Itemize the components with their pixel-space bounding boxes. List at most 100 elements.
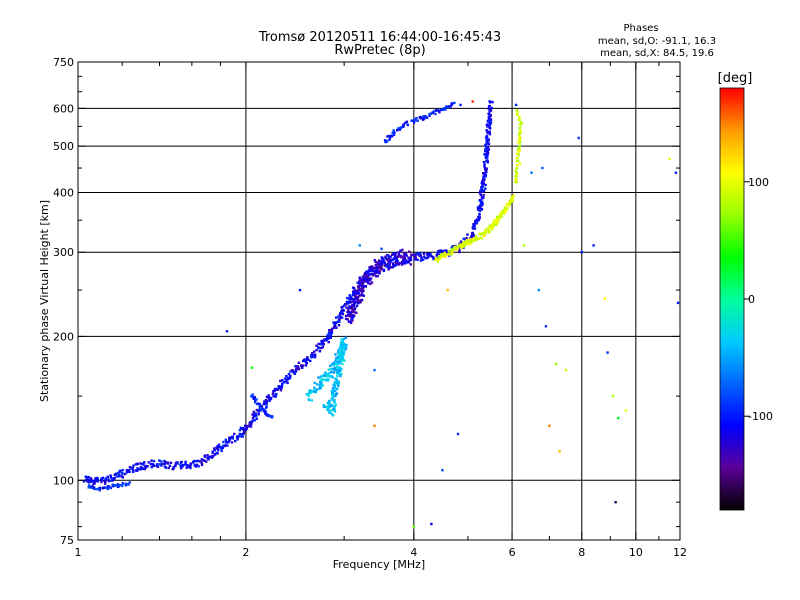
data-point xyxy=(106,485,109,488)
data-point xyxy=(280,385,283,388)
data-point xyxy=(473,222,477,225)
data-point xyxy=(404,259,407,262)
data-point xyxy=(374,271,377,275)
data-point xyxy=(350,297,354,301)
data-point xyxy=(297,361,301,364)
data-point xyxy=(470,238,474,241)
data-point xyxy=(483,163,486,166)
data-point xyxy=(487,138,490,141)
data-point xyxy=(413,258,416,261)
data-point xyxy=(496,217,499,220)
data-point xyxy=(329,335,332,339)
data-point xyxy=(331,368,334,371)
colorbar-tick-label: 0 xyxy=(748,293,755,306)
data-point xyxy=(230,441,234,444)
data-point xyxy=(334,389,337,392)
data-point xyxy=(278,386,282,389)
data-point xyxy=(341,343,344,346)
data-point xyxy=(273,389,276,392)
data-point xyxy=(485,129,488,132)
data-point xyxy=(242,428,245,431)
data-point xyxy=(503,206,506,209)
phases-o-stats: mean, sd,O: -91.1, 16.3 xyxy=(598,36,716,47)
data-point xyxy=(340,338,343,341)
data-point xyxy=(85,476,88,479)
data-point xyxy=(336,374,339,378)
x-tick-label: 12 xyxy=(673,546,687,559)
data-point xyxy=(315,388,319,391)
data-point xyxy=(120,475,123,478)
data-point xyxy=(492,222,495,225)
data-point xyxy=(222,440,225,444)
data-point xyxy=(223,444,226,448)
data-point xyxy=(499,212,502,216)
data-point xyxy=(462,245,466,248)
data-point xyxy=(471,100,474,103)
data-point xyxy=(488,113,491,116)
data-point xyxy=(251,419,254,423)
data-point xyxy=(351,286,355,289)
data-point xyxy=(371,269,375,273)
data-point xyxy=(447,250,451,253)
data-point xyxy=(263,408,266,412)
data-point xyxy=(314,390,318,393)
data-point xyxy=(337,356,340,359)
data-point xyxy=(361,293,364,297)
data-point xyxy=(516,113,519,116)
data-point xyxy=(251,395,254,399)
data-point xyxy=(313,350,316,353)
data-point xyxy=(359,294,362,297)
data-point xyxy=(328,332,332,335)
data-point xyxy=(343,304,346,307)
data-point xyxy=(294,365,297,368)
data-point xyxy=(174,461,178,465)
data-point xyxy=(379,266,383,269)
data-point xyxy=(96,488,99,491)
data-point xyxy=(486,159,489,162)
data-point xyxy=(512,195,515,198)
y-tick-label: 300 xyxy=(53,246,74,259)
data-point xyxy=(265,402,268,405)
data-point xyxy=(340,368,343,371)
data-point xyxy=(203,454,206,457)
data-point xyxy=(194,465,198,468)
data-point xyxy=(487,105,491,108)
data-point xyxy=(313,353,317,356)
data-point xyxy=(497,218,501,221)
data-point xyxy=(414,253,417,256)
data-point xyxy=(339,341,343,344)
data-point xyxy=(319,375,322,378)
data-point xyxy=(408,250,411,253)
data-point xyxy=(121,469,124,472)
data-point xyxy=(422,115,425,118)
data-point xyxy=(518,119,521,122)
data-point xyxy=(328,411,331,414)
data-point xyxy=(444,249,448,252)
data-point xyxy=(603,297,607,300)
data-point xyxy=(251,413,254,416)
data-point xyxy=(317,346,320,350)
data-point xyxy=(87,478,91,482)
data-point xyxy=(489,118,493,121)
data-point xyxy=(322,378,325,381)
data-point xyxy=(150,466,153,469)
data-point xyxy=(333,400,336,403)
data-point xyxy=(483,165,486,168)
data-point xyxy=(361,278,364,282)
data-point xyxy=(255,417,258,420)
data-point xyxy=(89,477,93,480)
data-point xyxy=(347,307,350,310)
data-point xyxy=(340,372,343,376)
data-point xyxy=(461,242,465,245)
data-point xyxy=(370,267,373,270)
data-point xyxy=(448,105,451,108)
data-points xyxy=(82,100,680,528)
data-point xyxy=(335,362,338,365)
data-point xyxy=(354,297,357,300)
data-point xyxy=(465,239,469,242)
data-point xyxy=(516,148,520,151)
data-point xyxy=(498,214,501,218)
data-point xyxy=(337,349,340,352)
data-point xyxy=(184,462,187,466)
data-point xyxy=(518,148,521,151)
